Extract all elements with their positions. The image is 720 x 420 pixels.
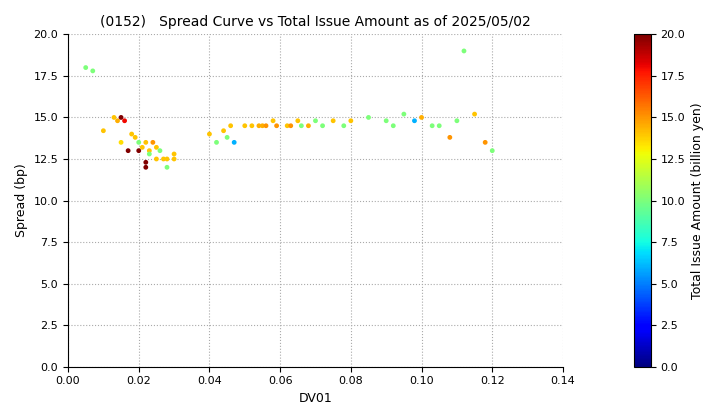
Point <box>150 144 162 151</box>
Point <box>260 122 271 129</box>
Point <box>80 64 91 71</box>
Point <box>168 151 180 158</box>
Point <box>271 122 282 129</box>
Point <box>257 122 269 129</box>
Point <box>285 122 297 129</box>
Point <box>147 139 158 146</box>
Point <box>426 122 438 129</box>
Point <box>168 156 180 163</box>
Point <box>345 118 356 124</box>
Point <box>140 159 152 165</box>
Point <box>246 122 258 129</box>
Title: (0152)   Spread Curve vs Total Issue Amount as of 2025/05/02: (0152) Spread Curve vs Total Issue Amoun… <box>100 15 531 29</box>
Point <box>112 118 123 124</box>
Point <box>433 122 445 129</box>
Point <box>133 139 145 146</box>
Point <box>161 164 173 171</box>
Point <box>108 114 120 121</box>
Point <box>338 122 349 129</box>
Point <box>310 118 321 124</box>
Point <box>140 139 152 146</box>
Point <box>98 127 109 134</box>
Point <box>480 139 491 146</box>
X-axis label: DV01: DV01 <box>299 392 333 405</box>
Point <box>133 147 145 154</box>
Point <box>458 47 469 54</box>
Point <box>204 131 215 137</box>
Point <box>137 144 148 151</box>
Point <box>140 164 152 171</box>
Point <box>282 122 293 129</box>
Point <box>115 114 127 121</box>
Point <box>150 156 162 163</box>
Point <box>398 111 410 118</box>
Point <box>328 118 339 124</box>
Point <box>469 111 480 118</box>
Point <box>225 122 236 129</box>
Point <box>292 118 304 124</box>
Point <box>218 127 230 134</box>
Point <box>158 156 169 163</box>
Point <box>143 147 155 154</box>
Point <box>380 118 392 124</box>
Y-axis label: Total Issue Amount (billion yen): Total Issue Amount (billion yen) <box>690 102 704 299</box>
Point <box>161 156 173 163</box>
Point <box>126 131 138 137</box>
Point <box>409 118 420 124</box>
Point <box>487 147 498 154</box>
Point <box>387 122 399 129</box>
Point <box>415 114 427 121</box>
Point <box>296 122 307 129</box>
Point <box>122 147 134 154</box>
Point <box>119 118 130 124</box>
Point <box>451 118 463 124</box>
Y-axis label: Spread (bp): Spread (bp) <box>15 164 28 237</box>
Point <box>444 134 456 141</box>
Point <box>239 122 251 129</box>
Point <box>253 122 265 129</box>
Point <box>228 139 240 146</box>
Point <box>154 147 166 154</box>
Point <box>267 118 279 124</box>
Point <box>87 68 99 74</box>
Point <box>115 139 127 146</box>
Point <box>302 122 314 129</box>
Point <box>130 134 141 141</box>
Point <box>221 134 233 141</box>
Point <box>363 114 374 121</box>
Point <box>211 139 222 146</box>
Point <box>143 151 155 158</box>
Point <box>317 122 328 129</box>
